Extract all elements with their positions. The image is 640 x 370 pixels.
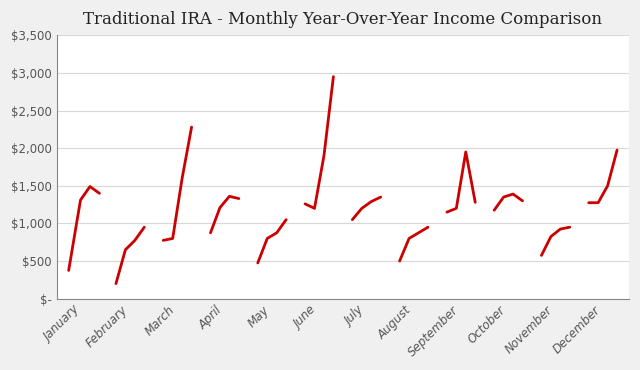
Title: Traditional IRA - Monthly Year-Over-Year Income Comparison: Traditional IRA - Monthly Year-Over-Year…	[83, 11, 602, 28]
